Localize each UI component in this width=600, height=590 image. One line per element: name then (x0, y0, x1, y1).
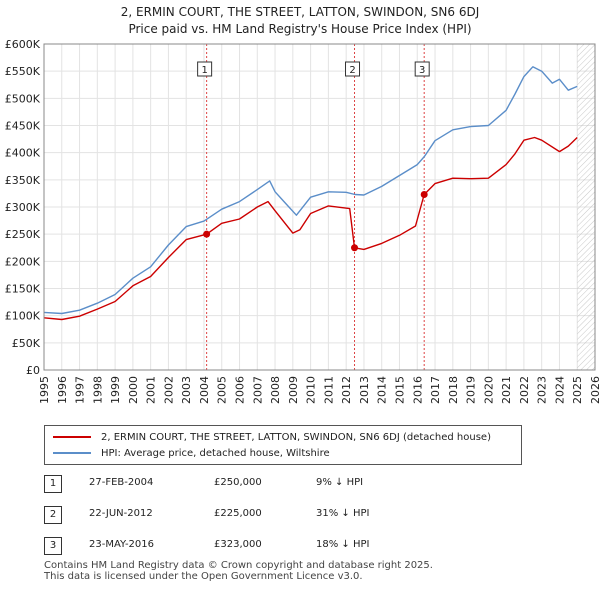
sale-date: 23-MAY-2016 (89, 539, 155, 550)
x-tick-label: 2011 (322, 376, 335, 404)
x-tick-label: 1998 (91, 376, 104, 404)
x-tick-label: 2000 (127, 376, 140, 404)
sale-label-box (197, 61, 213, 77)
footer-line1: Contains HM Land Registry data © Crown c… (44, 560, 433, 571)
y-tick-label: £200K (5, 255, 41, 268)
x-tick-label: 2014 (376, 376, 389, 404)
x-tick-label: 2010 (305, 376, 318, 404)
x-tick-label: 1999 (109, 376, 122, 404)
legend-item-hpi: HPI: Average price, detached house, Wilt… (53, 445, 330, 461)
sale-date: 22-JUN-2012 (89, 508, 153, 519)
sale-label-text: 3 (419, 65, 425, 76)
x-tick-label: 2016 (411, 376, 424, 404)
y-tick-label: £150K (5, 283, 41, 296)
y-tick-label: £0 (26, 364, 40, 377)
x-tick-label: 2024 (553, 376, 566, 404)
sale-date: 27-FEB-2004 (89, 477, 154, 488)
sale-point (351, 244, 359, 252)
sale-label-box (414, 61, 430, 77)
chart-title-line2: Price paid vs. HM Land Registry's House … (128, 22, 472, 36)
sale-row: 3 23-MAY-2016 £323,000 18% ↓ HPI (44, 536, 564, 556)
sale-point (420, 191, 428, 199)
y-tick-label: £550K (5, 65, 41, 78)
y-tick-label: £250K (5, 228, 41, 241)
sale-hpi-delta: 18% ↓ HPI (316, 539, 370, 550)
x-tick-label: 2006 (234, 376, 247, 404)
x-tick-label: 2018 (447, 376, 460, 404)
x-tick-label: 2025 (571, 376, 584, 404)
x-tick-label: 2007 (251, 376, 264, 404)
hpi-line (43, 66, 578, 315)
price-chart: 1 2 3 £0 £50K £100K £150K £200K £250K £300K £350K… (5, 38, 600, 404)
legend-label-hpi: HPI: Average price, detached house, Wilt… (101, 447, 330, 459)
sale-label-text: 1 (201, 65, 207, 76)
sale-label-box (345, 61, 361, 77)
x-tick-label: 2013 (358, 376, 371, 404)
chart-title-line1: 2, ERMIN COURT, THE STREET, LATTON, SWIN… (120, 5, 480, 19)
plot-frame (43, 43, 596, 371)
chart-grid (43, 43, 596, 371)
x-tick-label: 2004 (198, 376, 211, 404)
x-tick-label: 2001 (145, 376, 158, 404)
x-tick-label: 2021 (500, 376, 513, 404)
sale-price: £250,000 (214, 477, 262, 488)
x-tick-label: 2020 (482, 376, 495, 404)
sale-row: 1 27-FEB-2004 £250,000 9% ↓ HPI (44, 474, 564, 494)
y-tick-label: £500K (5, 92, 41, 105)
sale-hpi-delta: 9% ↓ HPI (316, 477, 364, 488)
x-tick-label: 2002 (162, 376, 175, 404)
x-axis-ticks: 1995 1996 1997 1998 1999 2000 2001 2002 2003 2004… (38, 376, 600, 404)
x-tick-label: 2008 (269, 376, 282, 404)
y-tick-label: £350K (5, 174, 41, 187)
sale-points (203, 191, 428, 252)
legend-swatch-hpi (53, 452, 91, 454)
y-tick-label: £100K (5, 310, 41, 323)
x-tick-label: 2022 (518, 376, 531, 404)
y-axis-ticks: £0 £50K £100K £150K £200K £250K £300K £350K £400… (5, 38, 41, 377)
sale-row: 2 22-JUN-2012 £225,000 31% ↓ HPI (44, 505, 564, 525)
chart-series (43, 66, 578, 321)
x-tick-label: 2012 (340, 376, 353, 404)
sale-number-badge: 3 (44, 537, 62, 555)
sale-label-text: 2 (349, 65, 355, 76)
sale-price: £225,000 (214, 508, 262, 519)
footer-attribution: Contains HM Land Registry data © Crown c… (44, 560, 433, 582)
y-tick-label: £400K (5, 147, 41, 160)
x-tick-label: 2015 (393, 376, 406, 404)
future-shaded-region (577, 44, 595, 370)
x-tick-label: 1996 (56, 376, 69, 404)
sale-price: £323,000 (214, 539, 262, 550)
y-tick-label: £450K (5, 120, 41, 133)
y-tick-label: £600K (5, 38, 41, 51)
x-tick-label: 2026 (589, 376, 600, 404)
footer-line2: This data is licensed under the Open Gov… (44, 571, 363, 582)
sale-hpi-delta: 31% ↓ HPI (316, 508, 370, 519)
x-tick-label: 1997 (74, 376, 87, 404)
sale-point (203, 230, 211, 238)
x-tick-label: 2023 (536, 376, 549, 404)
property-price-line (43, 136, 578, 321)
sale-number-badge: 2 (44, 506, 62, 524)
future-shading (577, 44, 595, 370)
legend-swatch-property (53, 436, 91, 438)
x-tick-label: 2005 (216, 376, 229, 404)
x-tick-label: 2009 (287, 376, 300, 404)
sale-number-labels: 1 2 3 (197, 61, 430, 77)
x-tick-label: 1995 (38, 376, 51, 404)
legend-label-property: 2, ERMIN COURT, THE STREET, LATTON, SWIN… (101, 431, 491, 443)
x-tick-label: 2019 (465, 376, 478, 404)
x-tick-label: 2003 (180, 376, 193, 404)
legend-item-property: 2, ERMIN COURT, THE STREET, LATTON, SWIN… (53, 429, 491, 445)
y-tick-label: £50K (12, 337, 41, 350)
x-tick-label: 2017 (429, 376, 442, 404)
y-tick-label: £300K (5, 201, 41, 214)
chart-legend: 2, ERMIN COURT, THE STREET, LATTON, SWIN… (44, 425, 522, 465)
sale-number-badge: 1 (44, 475, 62, 493)
